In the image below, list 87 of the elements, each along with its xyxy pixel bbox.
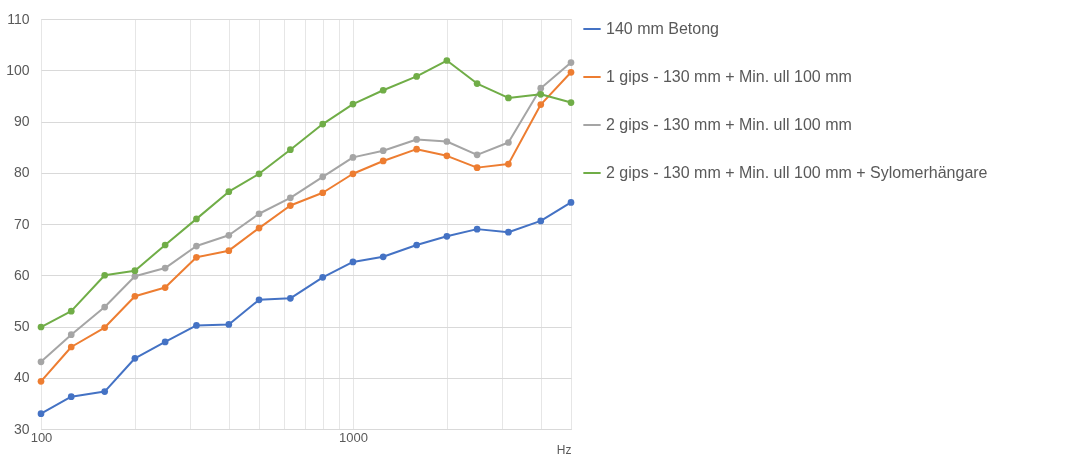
point: [161, 264, 169, 272]
y-tick-label: 50: [13, 318, 30, 334]
point: [319, 189, 327, 197]
point: [161, 284, 169, 291]
point: [505, 160, 512, 168]
point: [67, 307, 75, 315]
point: [349, 154, 357, 161]
y-tick-label: 40: [13, 369, 30, 386]
point: [567, 199, 575, 206]
point: [567, 68, 575, 76]
point: [193, 242, 200, 250]
point: [161, 338, 169, 346]
point: [287, 294, 294, 302]
point: [131, 267, 139, 274]
point: [537, 217, 545, 225]
point: [225, 247, 233, 254]
legend-label: 140 mm Betong: [606, 20, 719, 37]
point: [287, 146, 294, 154]
point: [379, 147, 387, 155]
y-tick-label: 100: [6, 61, 30, 78]
y-tick-label: 60: [13, 266, 30, 283]
legend-label: 2 gips - 130 mm + Min. ull 100 mm + Sylomerhängare: [606, 164, 988, 181]
point: [379, 157, 387, 165]
legend-label: 2 gips - 130 mm + Min. ull 100 mm: [606, 116, 852, 133]
x-axis-title: Hz: [556, 442, 572, 455]
point: [225, 188, 233, 196]
y-tick-label: 70: [13, 215, 30, 232]
point: [37, 358, 45, 366]
point: [161, 241, 169, 249]
point: [349, 170, 357, 178]
point: [443, 138, 451, 145]
point: [567, 59, 575, 66]
point: [225, 231, 233, 239]
point: [131, 292, 139, 300]
point: [37, 410, 45, 417]
point: [537, 90, 545, 98]
x-tick-label: 1000: [338, 429, 368, 445]
point: [193, 322, 200, 329]
point: [37, 323, 45, 331]
point: [101, 324, 109, 331]
point: [473, 80, 481, 87]
point: [193, 253, 200, 261]
y-tick-label: 80: [13, 164, 30, 181]
point: [537, 101, 545, 108]
point: [67, 343, 75, 351]
point: [67, 331, 75, 339]
point: [287, 194, 294, 202]
point: [131, 354, 139, 362]
y-tick-label: 30: [13, 420, 30, 437]
point: [443, 57, 451, 64]
y-tick-label: 90: [13, 113, 30, 129]
point: [225, 321, 233, 328]
legend-label: 1 gips - 130 mm + Min. ull 100 mm: [606, 68, 852, 85]
point: [567, 99, 575, 106]
point: [193, 215, 200, 223]
point: [319, 273, 327, 281]
point: [101, 271, 109, 279]
point: [473, 151, 481, 159]
point: [413, 145, 420, 153]
point: [319, 120, 327, 128]
point: [101, 303, 109, 311]
y-tick-label: 110: [7, 10, 30, 27]
point: [443, 232, 451, 240]
point: [37, 377, 45, 385]
point: [379, 86, 387, 94]
point: [413, 73, 420, 80]
point: [67, 393, 75, 401]
point: [443, 152, 451, 160]
point: [505, 139, 512, 146]
point: [319, 173, 327, 181]
point: [255, 170, 263, 178]
point: [473, 164, 481, 171]
point: [505, 228, 512, 236]
point: [349, 258, 357, 266]
point: [131, 272, 139, 280]
point: [537, 84, 545, 92]
point: [287, 202, 294, 209]
point: [255, 224, 263, 232]
point: [255, 296, 263, 304]
point: [505, 94, 512, 102]
point: [101, 388, 109, 395]
point: [349, 100, 357, 108]
point: [413, 136, 420, 143]
point: [379, 253, 387, 261]
point: [413, 241, 420, 249]
point: [255, 210, 263, 218]
point: [473, 225, 481, 233]
